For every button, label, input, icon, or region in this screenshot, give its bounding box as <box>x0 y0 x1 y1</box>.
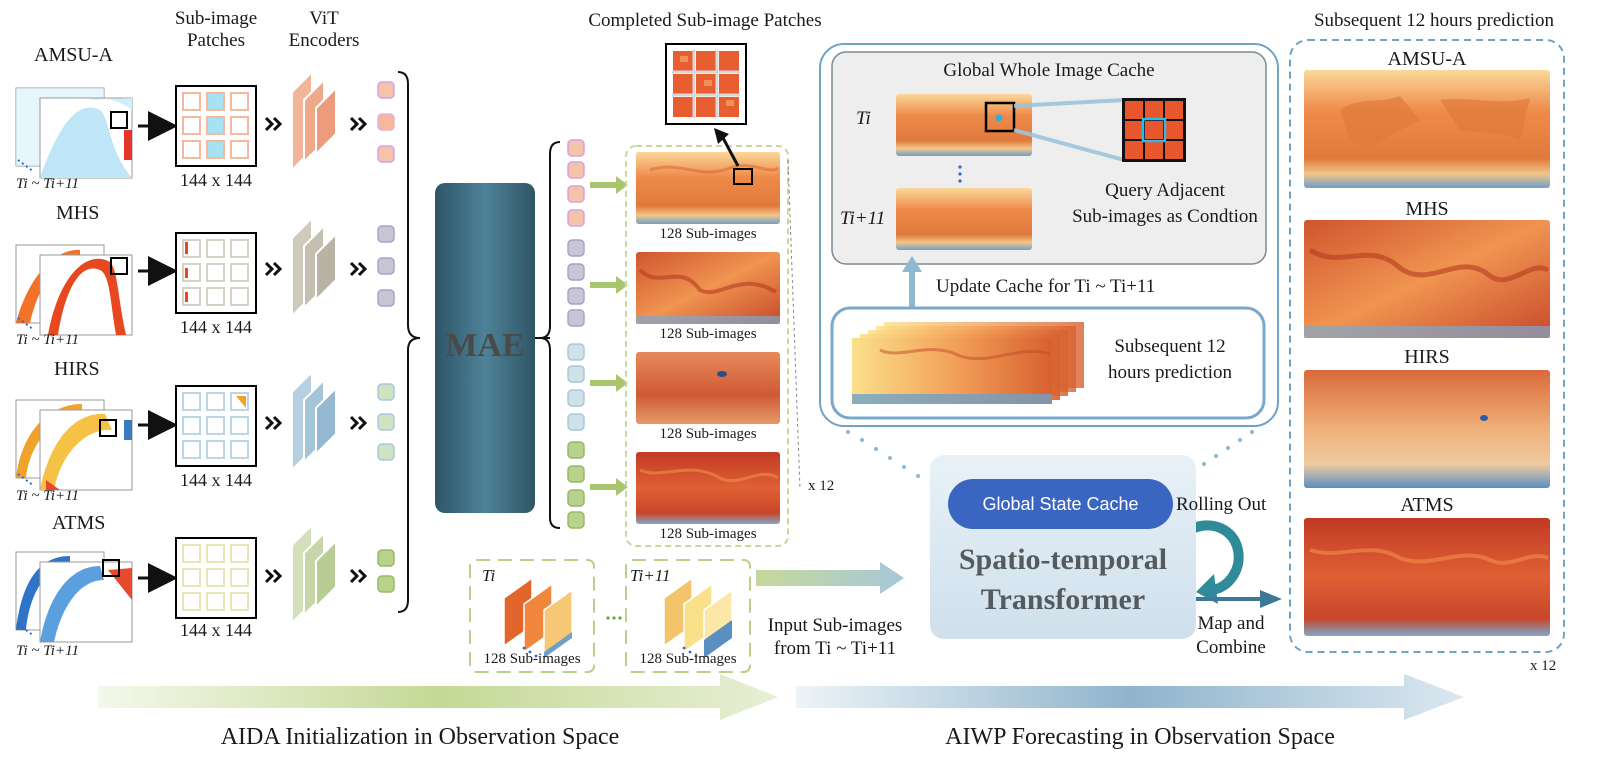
sensor-atms-stack <box>15 551 133 643</box>
input-t-start: Ti <box>482 566 496 585</box>
vit-encoder-mhs <box>291 215 337 319</box>
update-cache-label: Update Cache for Ti ~ Ti+11 <box>936 276 1156 297</box>
patch-grid-mhs <box>175 232 257 314</box>
input-arrow <box>756 562 904 594</box>
aiwp-footer-arrow <box>796 674 1464 720</box>
time-range-mhs: Ti ~ Ti+11 <box>16 332 79 348</box>
aida-footer-arrow <box>98 674 778 720</box>
patch-size-amsu: 144 x 144 <box>180 170 252 190</box>
sub-image-map-1 <box>636 152 780 224</box>
prediction-map-mhs <box>1304 220 1550 338</box>
cache-t-start: Ti <box>856 108 871 129</box>
time-range-atms: Ti ~ Ti+11 <box>16 643 79 659</box>
sensor-to-patch-arrows <box>138 111 178 593</box>
tokens-left <box>377 81 395 593</box>
subsequent-label: Subsequent 12 hours prediction <box>1107 336 1232 383</box>
sensor-name-amsu: AMSU-A <box>34 44 113 66</box>
time-range-amsu: Ti ~ Ti+11 <box>16 176 79 192</box>
sub-images-label-3: 128 Sub-images <box>659 426 757 442</box>
sensor-mhs-stack <box>15 244 133 336</box>
completed-patches-label: Completed Sub-image Patches <box>588 10 822 31</box>
cache-title: Global Whole Image Cache <box>943 60 1155 81</box>
prediction-multiplier: x 12 <box>1530 658 1557 674</box>
patch-size-mhs: 144 x 144 <box>180 317 252 337</box>
sensor-name-atms: ATMS <box>52 512 106 534</box>
sub-image-map-4 <box>636 452 780 524</box>
mae-label: MAE <box>445 327 525 364</box>
sensor-name-mhs: MHS <box>56 202 100 224</box>
aida-footer-label: AIDA Initialization in Observation Space <box>220 724 620 750</box>
prediction-map-amsu <box>1304 70 1550 188</box>
input-box-ti <box>469 559 595 673</box>
patch-grid-hirs <box>175 385 257 467</box>
transformer-title: Spatio-temporal Transformer <box>958 543 1168 616</box>
sensor-hirs-stack <box>15 399 133 491</box>
time-range-hirs: Ti ~ Ti+11 <box>16 488 79 504</box>
patch-grid-atms <box>175 537 257 619</box>
tokens-right <box>567 139 585 529</box>
vit-encoder-atms <box>291 522 337 626</box>
input-t-end: Ti+11 <box>630 566 671 585</box>
prediction-label-hirs: HIRS <box>1404 346 1450 368</box>
prediction-label-amsu: AMSU-A <box>1387 48 1467 70</box>
query-label: Query Adjacent Sub-images as Condtion <box>1072 180 1258 227</box>
sub-images-label-2: 128 Sub-images <box>659 326 757 342</box>
prediction-label-atms: ATMS <box>1400 494 1454 516</box>
sub-images-label-4: 128 Sub-images <box>659 526 757 542</box>
global-state-cache-pill: Global State Cache <box>948 479 1173 529</box>
sub-image-map-2 <box>636 252 780 324</box>
input-ti11-sheets <box>663 576 733 660</box>
cache-t-end: Ti+11 <box>840 208 886 229</box>
sub-image-map-3 <box>636 352 780 424</box>
right-brace <box>539 141 561 529</box>
prediction-map-atms <box>1304 518 1550 636</box>
multiplier-label: x 12 <box>808 478 835 494</box>
prediction-dashed-box <box>1289 39 1565 653</box>
green-arrows <box>590 176 628 496</box>
input-sub-images-2: 128 Sub-images <box>639 651 737 667</box>
input-sub-images-1: 128 Sub-images <box>483 651 581 667</box>
prediction-stack <box>852 322 1084 404</box>
cache-map-ti11 <box>896 188 1032 250</box>
subsequent-prediction-title: Subsequent 12 hours prediction <box>1313 10 1555 31</box>
cache-outer-box <box>819 43 1279 427</box>
map-combine-label: Map and Combine <box>1196 613 1266 658</box>
sub-images-dashed-box <box>625 145 789 547</box>
mae-block <box>435 183 535 513</box>
sensor-amsu-stack <box>15 87 133 179</box>
patch-size-atms: 144 x 144 <box>180 620 252 640</box>
sub-image-patches-header: Sub-image Patches <box>174 8 258 51</box>
vit-encoder-amsu <box>291 69 337 173</box>
aiwp-footer-label: AIWP Forecasting in Observation Space <box>945 724 1335 750</box>
input-label: Input Sub-images from Ti ~ Ti+11 <box>767 615 903 659</box>
left-brace <box>397 71 421 613</box>
prediction-label-mhs: MHS <box>1405 198 1449 220</box>
input-box-ti11 <box>625 559 751 673</box>
input-ti-sheets <box>503 576 573 660</box>
prediction-map-hirs <box>1304 370 1550 488</box>
patch-grid-amsu <box>175 85 257 167</box>
chevrons <box>264 116 368 584</box>
sub-images-label-1: 128 Sub-images <box>659 226 757 242</box>
sensor-name-hirs: HIRS <box>54 358 100 380</box>
cache-map-ti <box>896 94 1032 156</box>
rolling-out-label: Rolling Out <box>1176 494 1267 515</box>
patch-size-hirs: 144 x 144 <box>180 470 252 490</box>
vit-encoders-header: ViT Encoders <box>288 8 360 51</box>
vit-encoder-hirs <box>291 369 337 473</box>
